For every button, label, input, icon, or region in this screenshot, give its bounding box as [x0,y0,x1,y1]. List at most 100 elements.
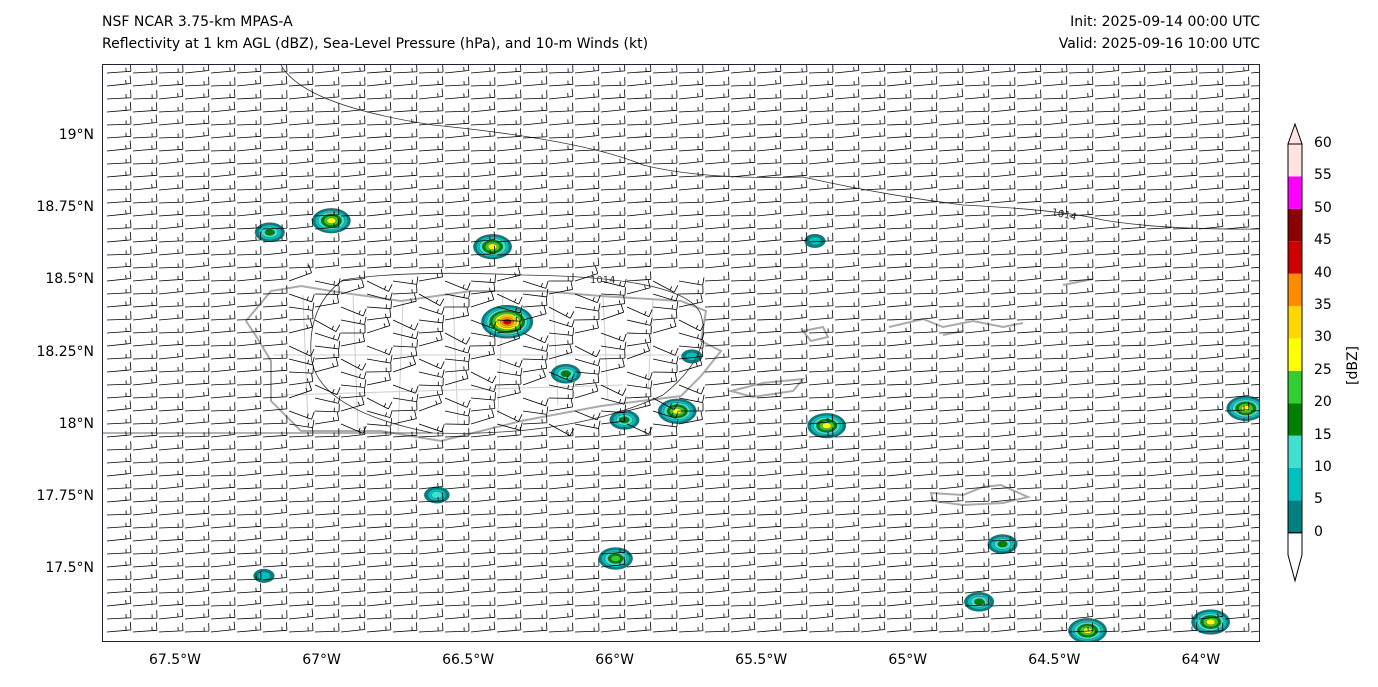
wind-barb [652,622,678,633]
wind-barb [236,414,262,425]
wind-barb [444,280,471,291]
wind-barb [938,206,964,217]
wind-barb [1172,90,1198,100]
wind-barb [210,426,236,438]
wind-barb [548,76,574,87]
wind-barb [808,439,834,451]
wind-barb [1146,506,1172,516]
wind-barb [184,531,210,542]
wind-barb [470,180,496,191]
wind-barb [782,258,808,269]
wind-barb [106,414,132,425]
wind-barb [158,348,184,360]
wind-barb [366,355,393,364]
wind-barb [1198,478,1224,490]
wind-barb [1198,608,1224,620]
wind-barb [1250,189,1259,191]
wind-barb [756,311,782,321]
wind-barb [184,336,210,347]
wind-barb [886,335,912,347]
wind-barb [912,427,938,438]
wind-barb [522,305,547,321]
wind-barb [288,206,314,217]
wind-barb [912,388,938,399]
wind-barb [522,557,548,568]
wind-barb [548,504,574,516]
wind-barb [1224,115,1250,126]
wind-barb [704,623,730,633]
wind-barb [548,531,574,542]
wind-barb [860,180,886,191]
wind-barb [1250,331,1259,334]
wind-barb [652,179,678,191]
wind-barb [210,479,236,490]
wind-barb [1120,192,1146,204]
wind-barb [1094,582,1120,594]
wind-barb [470,426,496,438]
wind-barb [1250,358,1259,360]
wind-barb [236,376,262,386]
wind-barb [340,142,366,152]
wind-barb [1250,630,1259,633]
wind-barb [1250,254,1259,256]
wind-barb [756,441,782,451]
wind-barb [106,530,132,542]
wind-barb [678,167,704,178]
wind-barb [678,384,705,395]
wind-barb [132,114,158,126]
wind-barb [158,454,184,464]
lon-tick-label: 66°W [595,652,634,668]
wind-barb [444,153,470,165]
wind-barb [392,622,418,633]
wind-barb [964,413,990,425]
wind-barb [132,335,158,347]
wind-barb [496,491,522,503]
wind-barb [886,595,912,607]
wind-barb [782,232,808,243]
wind-barb [444,505,470,516]
wind-barb [158,531,184,542]
wind-barb [158,557,184,568]
wind-barb [1120,207,1146,217]
wind-barb [262,244,288,256]
wind-barb [1120,166,1146,178]
wind-barb [1224,168,1250,178]
wind-barb [522,193,548,204]
wind-barb [652,220,678,230]
wind-barb [652,427,678,438]
wind-barb [184,103,210,113]
wind-barb [418,218,444,230]
wind-barb [860,272,886,282]
wind-barb [626,491,652,503]
wind-barb [834,271,860,282]
wind-barb [1250,280,1259,282]
wind-barb [600,479,626,490]
wind-barb [730,532,756,542]
wind-barb [600,304,625,321]
wind-barb [964,440,990,451]
wind-barb [1146,400,1172,412]
wind-barb [626,595,652,607]
wind-barb [626,530,652,542]
wind-barb [834,168,860,178]
wind-barb [132,400,158,412]
wind-barb [730,115,756,126]
wind-barb [886,219,912,230]
wind-barb [990,127,1016,139]
wind-barb [730,582,756,594]
wind-barb [990,402,1016,412]
wind-barb [418,596,444,607]
wind-barb [938,427,964,438]
wind-barb [184,153,210,165]
wind-barb [756,506,782,516]
wind-barb [912,557,938,568]
wind-barb [938,232,964,243]
wind-barb [340,192,366,204]
wind-barb [990,154,1016,165]
wind-barb [1224,493,1250,503]
wind-barb [860,387,886,399]
wind-barb [756,376,782,386]
wind-barb [912,258,938,269]
wind-barb [548,543,574,555]
wind-barb [1250,345,1259,347]
